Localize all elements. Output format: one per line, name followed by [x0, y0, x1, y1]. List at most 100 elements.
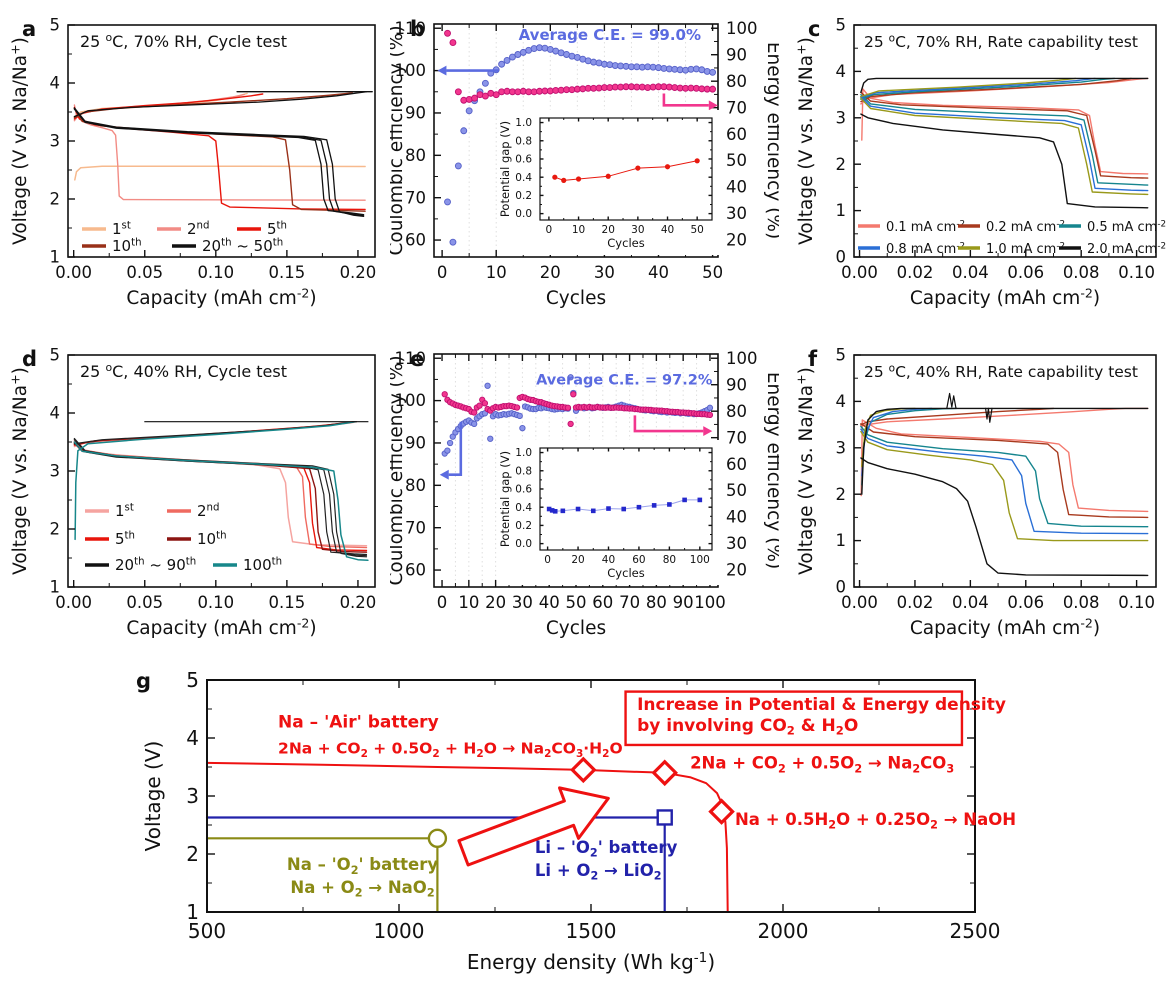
svg-text:0.02: 0.02	[897, 593, 934, 612]
svg-text:20: 20	[602, 224, 615, 236]
svg-text:4: 4	[186, 726, 199, 750]
svg-text:1000: 1000	[374, 919, 425, 943]
svg-text:Potential gap (V): Potential gap (V)	[498, 121, 512, 217]
svg-text:20th ~ 90th: 20th ~ 90th	[115, 556, 196, 574]
svg-text:e: e	[410, 347, 424, 371]
svg-text:0.6: 0.6	[515, 484, 532, 496]
svg-text:30: 30	[726, 204, 747, 223]
svg-text:Li – 'O2' battery: Li – 'O2' battery	[535, 838, 678, 860]
svg-text:70: 70	[619, 593, 640, 612]
svg-text:0.15: 0.15	[269, 263, 306, 282]
svg-text:20: 20	[485, 593, 506, 612]
svg-text:80: 80	[405, 476, 426, 495]
svg-text:0.00: 0.00	[55, 593, 92, 612]
svg-text:70: 70	[405, 188, 426, 207]
svg-text:100: 100	[694, 593, 726, 612]
svg-text:0.2: 0.2	[515, 190, 532, 202]
svg-text:2nd: 2nd	[187, 220, 209, 238]
svg-text:4: 4	[836, 392, 847, 411]
svg-text:90: 90	[405, 104, 426, 123]
svg-text:Energy efficiency (%): Energy efficiency (%)	[763, 372, 779, 569]
svg-text:100: 100	[690, 554, 710, 566]
svg-text:20: 20	[726, 231, 747, 250]
svg-text:10th: 10th	[112, 237, 142, 255]
svg-text:f: f	[808, 347, 818, 371]
svg-text:0: 0	[546, 224, 553, 236]
svg-text:2500: 2500	[950, 919, 1001, 943]
svg-text:0.00: 0.00	[841, 263, 878, 282]
svg-text:4: 4	[50, 74, 61, 93]
svg-text:0: 0	[836, 248, 847, 267]
svg-text:40: 40	[661, 224, 674, 236]
svg-text:25 oC, 40% RH, Rate capability: 25 oC, 40% RH, Rate capability test	[864, 362, 1138, 381]
svg-text:90: 90	[405, 434, 426, 453]
svg-text:10th: 10th	[197, 530, 227, 548]
svg-text:10: 10	[572, 224, 585, 236]
panel-c: 0.00 0.02 0.04 0.06 0.08 0.10 0 1 2 3 4 5 Capacity (…	[793, 16, 1166, 309]
svg-text:0.08: 0.08	[1063, 593, 1100, 612]
svg-text:50: 50	[726, 151, 747, 170]
svg-text:0.02: 0.02	[897, 263, 934, 282]
svg-text:80: 80	[726, 72, 747, 91]
svg-text:2Na + CO2 + 0.5O2 + H2O → Na2C: 2Na + CO2 + 0.5O2 + H2O → Na2CO3·H2O	[278, 740, 623, 760]
svg-text:0.2: 0.2	[515, 520, 532, 532]
svg-text:3: 3	[50, 462, 61, 481]
svg-text:1500: 1500	[566, 919, 617, 943]
svg-text:0.5 mA cm-2: 0.5 mA cm-2	[1087, 219, 1166, 235]
svg-text:5: 5	[50, 16, 61, 35]
svg-text:0: 0	[437, 593, 448, 612]
svg-text:b: b	[410, 17, 425, 41]
svg-text:60: 60	[726, 455, 747, 474]
svg-text:30: 30	[631, 224, 644, 236]
svg-text:40: 40	[726, 508, 747, 527]
svg-text:Voltage (V vs. Na/Na+): Voltage (V vs. Na/Na+)	[793, 367, 817, 575]
svg-text:0.4: 0.4	[515, 502, 532, 514]
svg-text:2000: 2000	[758, 919, 809, 943]
svg-text:0.15: 0.15	[269, 593, 306, 612]
svg-text:80: 80	[646, 593, 667, 612]
svg-text:30: 30	[594, 263, 615, 282]
svg-text:Voltage (V vs. Na/Na+): Voltage (V vs. Na/Na+)	[793, 37, 817, 245]
svg-text:2: 2	[50, 520, 61, 539]
svg-text:0.04: 0.04	[952, 263, 989, 282]
svg-text:0: 0	[544, 554, 551, 566]
svg-text:60: 60	[405, 561, 426, 580]
svg-text:1st: 1st	[112, 220, 131, 238]
svg-text:60: 60	[632, 554, 645, 566]
svg-text:60: 60	[592, 593, 613, 612]
svg-text:60: 60	[405, 231, 426, 250]
svg-text:10: 10	[486, 263, 507, 282]
svg-text:1: 1	[186, 900, 199, 924]
svg-text:c: c	[808, 17, 820, 41]
svg-text:Cycles: Cycles	[607, 566, 644, 580]
svg-text:0.10: 0.10	[1118, 593, 1155, 612]
svg-text:50: 50	[690, 224, 703, 236]
svg-text:90: 90	[726, 375, 747, 394]
svg-text:Na – 'Air' battery: Na – 'Air' battery	[278, 713, 439, 733]
svg-text:0.06: 0.06	[1007, 263, 1044, 282]
svg-text:25 oC, 70% RH, Rate capability: 25 oC, 70% RH, Rate capability test	[864, 32, 1138, 51]
panel-g: 500 1000 1500 2000 2500 1 2 3 4 5 Energy density (…	[136, 668, 1016, 974]
svg-text:0.05: 0.05	[126, 593, 163, 612]
svg-text:50: 50	[702, 263, 723, 282]
svg-text:20: 20	[540, 263, 561, 282]
svg-text:5th: 5th	[267, 220, 287, 238]
svg-text:Energy density (Wh kg-1): Energy density (Wh kg-1)	[467, 950, 715, 974]
svg-text:Na + 0.5H2O + 0.25O2 → NaOH: Na + 0.5H2O + 0.25O2 → NaOH	[735, 810, 1016, 832]
svg-text:0.10: 0.10	[197, 263, 234, 282]
panel-d: 0.00 0.05 0.10 0.15 0.20 1 2 3 4 5 Capacity (mAh c…	[7, 346, 376, 639]
svg-text:70: 70	[726, 98, 747, 117]
svg-text:100: 100	[726, 349, 758, 368]
svg-text:0.2 mA cm-2: 0.2 mA cm-2	[986, 219, 1065, 235]
svg-text:Capacity (mAh cm-2): Capacity (mAh cm-2)	[126, 615, 316, 639]
svg-text:Voltage (V vs. Na/Na+): Voltage (V vs. Na/Na+)	[7, 37, 31, 245]
svg-text:30: 30	[512, 593, 533, 612]
svg-text:Capacity (mAh cm-2): Capacity (mAh cm-2)	[910, 615, 1100, 639]
svg-text:d: d	[22, 347, 37, 371]
svg-text:40: 40	[602, 554, 615, 566]
svg-text:1: 1	[836, 201, 847, 220]
svg-text:70: 70	[405, 518, 426, 537]
svg-text:3: 3	[836, 438, 847, 457]
svg-text:30: 30	[726, 534, 747, 553]
svg-text:0.06: 0.06	[1007, 593, 1044, 612]
